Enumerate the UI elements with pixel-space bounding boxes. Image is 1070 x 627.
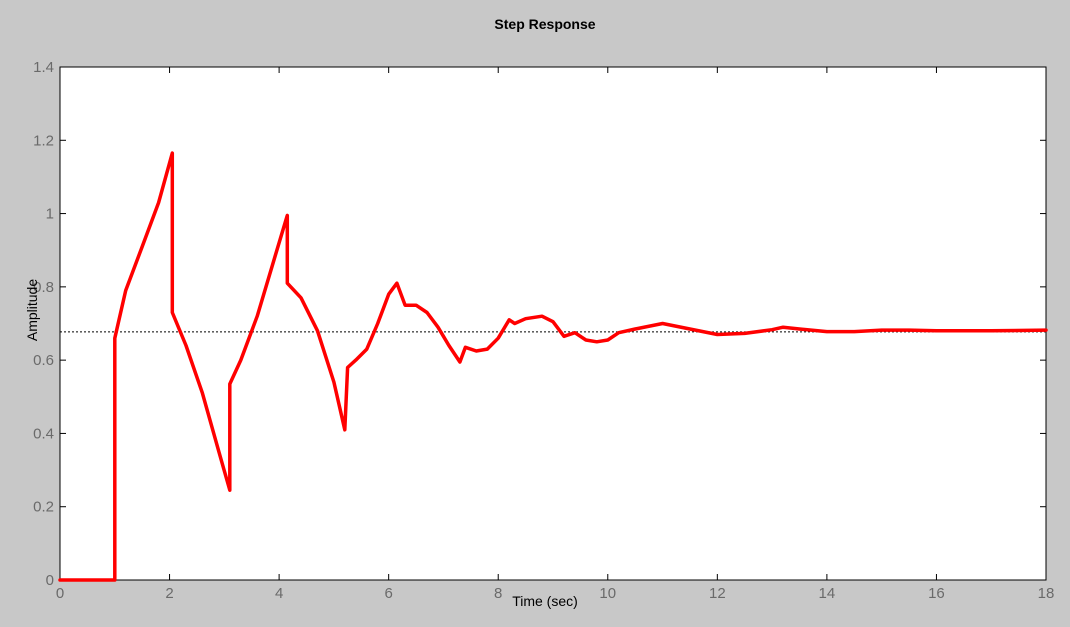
x-tick-label: 10 bbox=[599, 585, 616, 602]
x-tick-label: 18 bbox=[1038, 585, 1055, 602]
x-tick-label: 6 bbox=[384, 585, 392, 602]
axis-ticks bbox=[59, 66, 1047, 581]
x-tick-label: 8 bbox=[494, 585, 502, 602]
y-axis-label: Amplitude bbox=[24, 279, 40, 341]
y-tick-label: 0.6 bbox=[33, 352, 54, 369]
y-tick-label: 1.4 bbox=[33, 59, 54, 76]
series-layer bbox=[58, 151, 1048, 582]
x-tick-label: 12 bbox=[709, 585, 726, 602]
chart-title: Step Response bbox=[494, 16, 595, 32]
x-tick-label: 0 bbox=[56, 585, 64, 602]
axis-tick-labels: 0 2 4 6 8 10 12 14 16 18 0 0.2 0.4 0.6 0.8 1 1.2 1.4 bbox=[33, 59, 1054, 602]
x-tick-label: 14 bbox=[819, 585, 836, 602]
x-axis-label: Time (sec) bbox=[512, 593, 578, 609]
y-tick-label: 0 bbox=[46, 572, 54, 589]
y-tick-label: 1.2 bbox=[33, 132, 54, 149]
x-tick-label: 16 bbox=[928, 585, 945, 602]
step-response-series-line bbox=[58, 151, 1048, 582]
y-tick-label: 0.4 bbox=[33, 425, 54, 442]
y-tick-label: 0.2 bbox=[33, 499, 54, 516]
x-tick-label: 4 bbox=[275, 585, 283, 602]
y-tick-label: 1 bbox=[46, 206, 54, 223]
y-tick-label: 0.8 bbox=[33, 279, 54, 296]
x-tick-label: 2 bbox=[165, 585, 173, 602]
